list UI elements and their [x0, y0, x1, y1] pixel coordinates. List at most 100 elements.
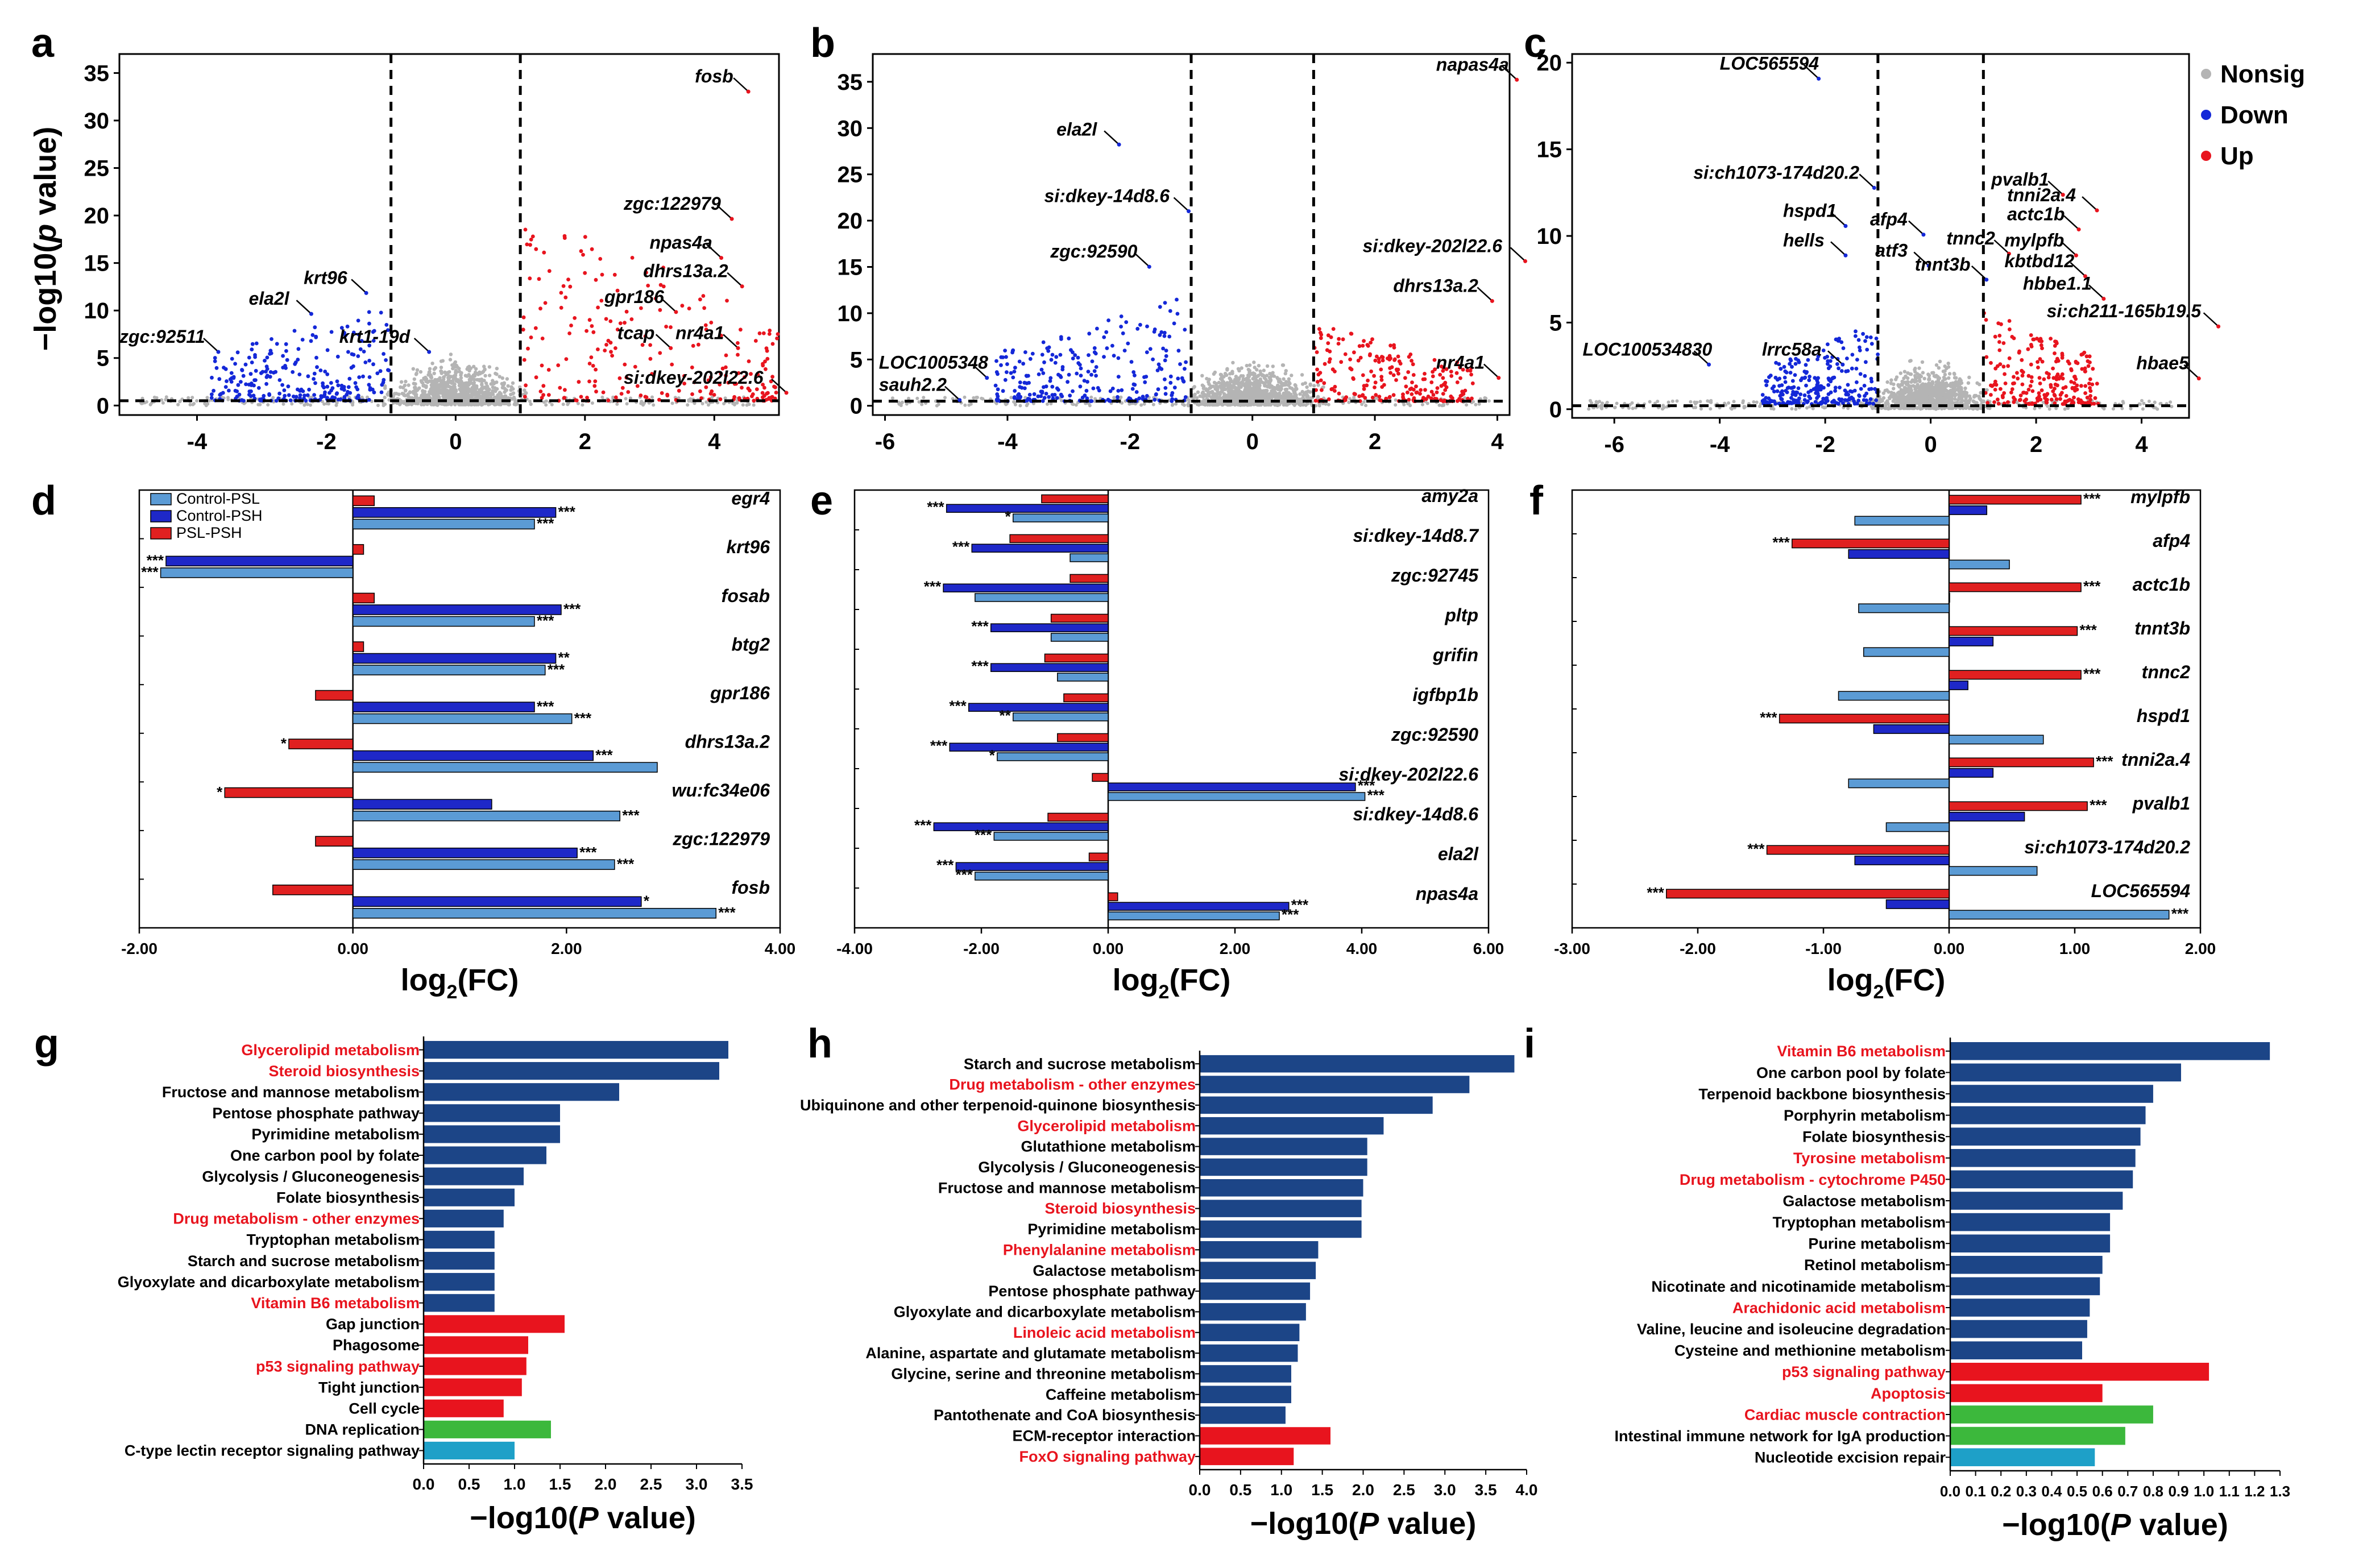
- down-point: [1874, 398, 1879, 403]
- nonsig-point: [1220, 378, 1224, 382]
- nonsig-point: [936, 403, 940, 406]
- nonsig-point: [1905, 395, 1909, 399]
- up-point: [2017, 398, 2022, 403]
- nonsig-point: [1897, 390, 1901, 395]
- nonsig-point: [1246, 403, 1250, 407]
- nonsig-point: [1670, 399, 1674, 403]
- down-point: [1092, 350, 1097, 354]
- panel-label-i: i: [1524, 1021, 1535, 1067]
- up-point: [615, 327, 620, 331]
- nonsig-point: [205, 396, 209, 400]
- up-point: [770, 375, 774, 379]
- down-point: [286, 384, 291, 389]
- down-point: [1088, 399, 1093, 403]
- up-point: [1379, 367, 1383, 372]
- down-point: [250, 360, 254, 364]
- up-point: [1407, 397, 1411, 402]
- up-point: [734, 381, 738, 386]
- nonsig-point: [1471, 400, 1475, 404]
- nonsig-point: [1220, 389, 1224, 393]
- up-point: [2007, 356, 2012, 360]
- up-point: [658, 351, 662, 355]
- nonsig-point: [1287, 377, 1291, 381]
- down-point: [1865, 347, 1869, 352]
- down-point: [335, 379, 339, 384]
- up-point: [657, 397, 661, 402]
- nonsig-point: [1182, 403, 1186, 407]
- up-point: [1435, 386, 1440, 390]
- nonsig-point: [505, 377, 509, 381]
- up-point: [1993, 379, 1997, 384]
- down-point: [1039, 367, 1044, 372]
- up-point: [2086, 364, 2091, 368]
- down-point: [314, 355, 318, 360]
- up-point: [653, 296, 658, 301]
- up-point: [1326, 341, 1330, 345]
- up-point: [1388, 371, 1393, 375]
- up-point: [699, 396, 703, 400]
- up-point: [1316, 380, 1320, 384]
- up-point: [2002, 391, 2007, 395]
- down-point: [1041, 399, 1045, 403]
- nonsig-point: [422, 376, 426, 380]
- up-point: [680, 304, 685, 308]
- down-point: [351, 352, 356, 357]
- down-point: [1059, 375, 1063, 379]
- down-point: [382, 378, 386, 382]
- up-point: [703, 323, 708, 327]
- up-point: [1341, 337, 1345, 342]
- down-point: [346, 385, 351, 389]
- down-point: [346, 350, 350, 354]
- nonsig-point: [1967, 375, 1971, 379]
- down-point: [1071, 356, 1075, 360]
- up-point: [770, 342, 775, 346]
- up-point: [2061, 402, 2065, 406]
- nonsig-point: [2155, 407, 2159, 411]
- up-point: [581, 252, 585, 257]
- down-point: [305, 393, 310, 397]
- gene-label: fosb: [695, 66, 733, 86]
- nonsig-point: [1258, 383, 1262, 388]
- nonsig-point: [1271, 371, 1275, 375]
- up-point: [1387, 357, 1392, 362]
- up-point: [1455, 380, 1460, 384]
- up-point: [1470, 381, 1475, 385]
- gene-label: ela2l: [1056, 119, 1097, 139]
- down-point: [371, 330, 375, 334]
- nonsig-point: [1956, 386, 1960, 390]
- nonsig-point: [1316, 383, 1320, 387]
- down-point: [1077, 363, 1082, 367]
- down-point: [1164, 354, 1168, 358]
- gene-label: nr4a1: [675, 322, 724, 343]
- gene-label: sauh2.2: [879, 375, 947, 395]
- up-point: [736, 341, 740, 345]
- x-tick-label: -2: [316, 429, 337, 454]
- down-point: [1126, 341, 1130, 346]
- nonsig-point: [1261, 373, 1265, 377]
- gene-label: si:dkey-202l22.6: [1363, 235, 1503, 256]
- up-point: [1431, 374, 1435, 379]
- down-point: [1054, 355, 1059, 359]
- nonsig-point: [1881, 396, 1886, 400]
- nonsig-point: [1846, 406, 1850, 410]
- up-point: [2051, 366, 2055, 371]
- down-point: [1859, 387, 1863, 391]
- up-point: [547, 269, 552, 273]
- up-point: [541, 393, 545, 397]
- up-point: [2029, 379, 2034, 384]
- down-point: [1001, 355, 1005, 359]
- up-point: [1431, 393, 1436, 397]
- down-point: [1102, 355, 1106, 359]
- x-tick-label: -4: [187, 429, 208, 454]
- down-point: [1858, 372, 1863, 376]
- up-point: [1439, 384, 1444, 388]
- down-point: [247, 355, 251, 360]
- highlight-point: [674, 310, 678, 314]
- down-point: [1032, 392, 1037, 396]
- nonsig-point: [1924, 393, 1928, 398]
- down-point: [1129, 360, 1134, 364]
- nonsig-point: [2111, 407, 2115, 411]
- up-point: [579, 249, 583, 254]
- leader-line: [661, 297, 675, 312]
